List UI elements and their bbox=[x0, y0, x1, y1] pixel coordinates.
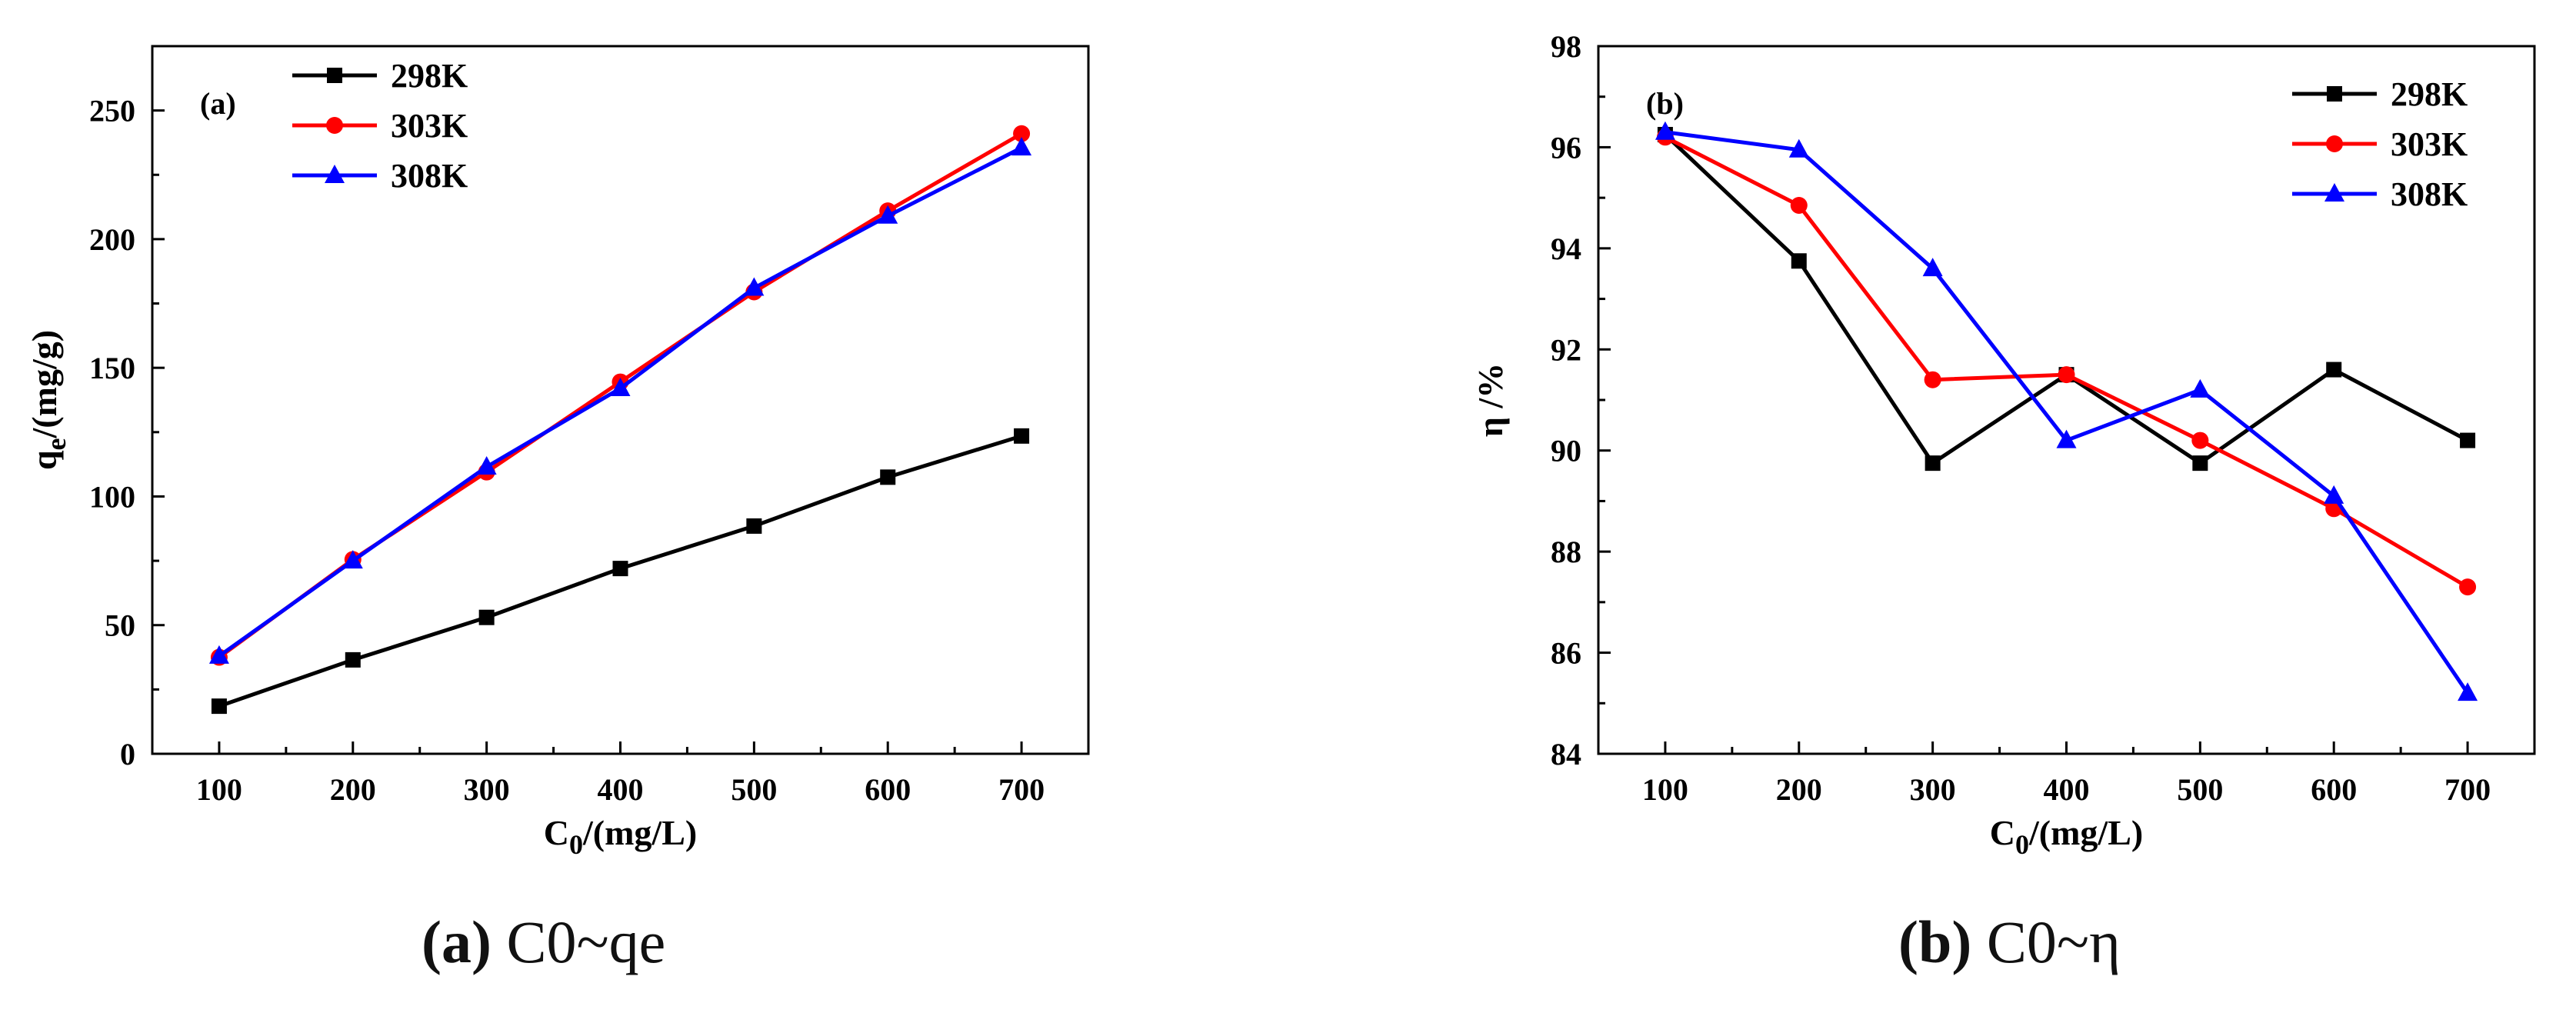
legend-marker-303K bbox=[2326, 135, 2343, 152]
data-point-298K bbox=[746, 518, 762, 534]
x-tick-label: 600 bbox=[2311, 772, 2357, 807]
x-tick-label: 400 bbox=[2044, 772, 2090, 807]
legend-label-298K: 298K bbox=[2391, 75, 2468, 113]
x-tick-label: 700 bbox=[2444, 772, 2491, 807]
x-tick-label: 200 bbox=[330, 772, 376, 807]
data-point-308K bbox=[744, 277, 765, 296]
data-point-308K bbox=[1655, 121, 1675, 140]
data-point-303K bbox=[2058, 366, 2075, 384]
y-tick-label: 84 bbox=[1551, 737, 1581, 771]
x-tick-label: 400 bbox=[598, 772, 644, 807]
y-tick-label: 90 bbox=[1551, 434, 1581, 468]
data-point-298K bbox=[2192, 455, 2208, 472]
x-tick-label: 500 bbox=[2177, 772, 2223, 807]
y-tick-label: 94 bbox=[1551, 232, 1581, 266]
data-point-308K bbox=[1922, 258, 1943, 277]
y-tick-label: 98 bbox=[1551, 29, 1581, 64]
data-point-308K bbox=[476, 455, 497, 475]
legend-marker-298K bbox=[2327, 86, 2342, 102]
x-axis-label: C0/(mg/L) bbox=[544, 813, 697, 860]
y-tick-label: 88 bbox=[1551, 535, 1581, 569]
data-point-303K bbox=[2459, 578, 2477, 596]
data-point-308K bbox=[208, 645, 229, 664]
data-point-308K bbox=[2190, 378, 2211, 398]
legend-label-303K: 303K bbox=[2391, 125, 2468, 163]
series-line-298K bbox=[1664, 133, 2469, 466]
caption-a-text: C0~qe bbox=[506, 908, 666, 975]
caption-a-label: (a) bbox=[422, 908, 492, 975]
x-tick-label: 500 bbox=[731, 772, 777, 807]
y-tick-label: 100 bbox=[89, 479, 135, 514]
x-tick-label: 600 bbox=[865, 772, 911, 807]
legend-label-308K: 308K bbox=[2391, 175, 2468, 213]
series-line-308K bbox=[1665, 130, 2470, 695]
x-tick-label: 700 bbox=[998, 772, 1045, 807]
plot-frame bbox=[151, 45, 1090, 755]
y-tick-label: 0 bbox=[120, 737, 135, 771]
caption-b-label: (b) bbox=[1898, 908, 1972, 975]
data-point-303K bbox=[2191, 432, 2209, 449]
data-point-308K bbox=[610, 377, 631, 396]
caption-a: (a) C0~qe bbox=[422, 908, 665, 977]
data-point-298K bbox=[1791, 253, 1807, 269]
y-axis-label: qe/(mg/g) bbox=[25, 330, 72, 470]
series-line-303K bbox=[1664, 135, 2469, 589]
legend-marker-308K bbox=[325, 165, 345, 183]
y-tick-label: 250 bbox=[89, 94, 135, 128]
data-point-308K bbox=[2458, 682, 2478, 701]
legend-marker-308K bbox=[2324, 183, 2344, 202]
x-axis-label: C0/(mg/L) bbox=[1990, 813, 2143, 860]
x-tick-label: 300 bbox=[464, 772, 510, 807]
panel-label: (b) bbox=[1646, 86, 1684, 121]
y-tick-label: 96 bbox=[1551, 130, 1581, 165]
legend-label-303K: 303K bbox=[391, 107, 468, 145]
data-point-308K bbox=[1788, 138, 1809, 158]
y-tick-label: 150 bbox=[89, 351, 135, 385]
legend-label-308K: 308K bbox=[391, 157, 468, 195]
panel-label: (a) bbox=[200, 86, 236, 121]
chart-b: 100 200 300 400 500 600 700 84 86 88 90 92 94 96 98 C0/… bbox=[1471, 29, 2536, 860]
data-point-308K bbox=[2056, 429, 2077, 448]
x-tick-label: 100 bbox=[1642, 772, 1688, 807]
data-point-298K bbox=[211, 698, 227, 715]
legend-label-298K: 298K bbox=[391, 57, 468, 95]
y-tick-label: 50 bbox=[105, 608, 135, 643]
data-point-303K bbox=[1924, 371, 1941, 388]
y-axis-label: η /% bbox=[1471, 363, 1510, 437]
data-point-303K bbox=[1013, 125, 1031, 142]
data-point-298K bbox=[2460, 432, 2476, 448]
data-point-303K bbox=[1790, 197, 1808, 214]
data-point-298K bbox=[1014, 428, 1030, 444]
data-point-298K bbox=[2326, 362, 2342, 378]
chart-a: 100 200 300 400 500 600 700 0 50 100 150 200 250 C0/(… bbox=[25, 45, 1090, 860]
data-point-298K bbox=[612, 561, 628, 577]
y-tick-label: 200 bbox=[89, 222, 135, 257]
x-tick-label: 100 bbox=[196, 772, 242, 807]
data-point-308K bbox=[878, 205, 898, 224]
data-point-298K bbox=[880, 469, 896, 485]
legend-marker-303K bbox=[326, 117, 343, 134]
data-point-308K bbox=[2324, 485, 2344, 504]
series-line-308K bbox=[218, 145, 1023, 658]
data-point-298K bbox=[345, 651, 361, 668]
data-point-308K bbox=[1011, 137, 1032, 156]
data-point-298K bbox=[478, 609, 495, 625]
legend-marker-298K bbox=[327, 68, 342, 83]
x-tick-label: 200 bbox=[1776, 772, 1822, 807]
data-point-298K bbox=[1925, 455, 1941, 472]
y-tick-label: 86 bbox=[1551, 636, 1581, 671]
data-point-308K bbox=[342, 550, 363, 569]
caption-b-text: C0~η bbox=[1986, 908, 2121, 975]
y-tick-label: 92 bbox=[1551, 332, 1581, 367]
caption-b: (b) C0~η bbox=[1898, 908, 2121, 977]
x-tick-label: 300 bbox=[1910, 772, 1956, 807]
